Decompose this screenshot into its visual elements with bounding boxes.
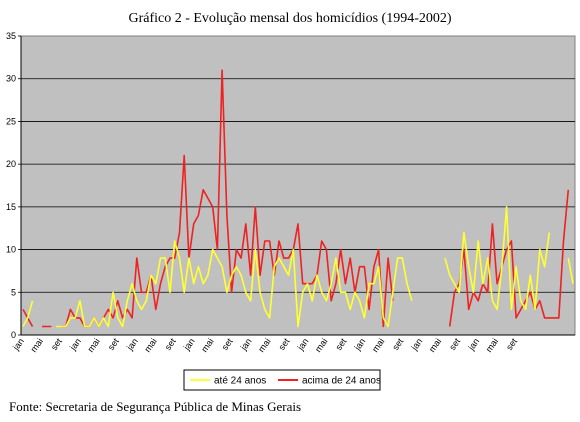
legend-label: acima de 24 anos xyxy=(302,376,381,387)
series-line-ate-24-anos xyxy=(22,206,574,328)
y-tick-label: 0 xyxy=(11,330,16,340)
x-tick-label: jan xyxy=(181,336,197,352)
legend: até 24 anos acima de 24 anos xyxy=(183,369,381,391)
x-tick-label: set xyxy=(504,336,519,352)
x-tick-label: mai xyxy=(484,336,501,354)
x-tick-label: set xyxy=(106,336,121,352)
x-tick-label: jan xyxy=(409,336,425,352)
x-tick-label: set xyxy=(276,336,291,352)
x-tick-label: jan xyxy=(466,336,482,352)
x-tick-label: set xyxy=(390,336,405,352)
x-tick-label: jan xyxy=(295,336,311,352)
x-tick-label: jan xyxy=(124,336,140,352)
x-tick-label: mai xyxy=(313,336,330,354)
x-tick-label: mai xyxy=(29,336,46,354)
y-tick-label: 5 xyxy=(11,287,16,297)
x-tick-label: mai xyxy=(370,336,387,354)
x-tick-label: jan xyxy=(67,336,83,352)
y-tick-label: 25 xyxy=(6,116,16,126)
x-axis: jan mai set jan mai set jan mai set jan mai set jan m… xyxy=(10,336,519,354)
y-tick-label: 15 xyxy=(6,202,16,212)
x-tick-label: jan xyxy=(238,336,254,352)
y-tick-label: 10 xyxy=(6,245,16,255)
x-tick-label: jan xyxy=(352,336,368,352)
x-tick-label: mai xyxy=(427,336,444,354)
x-tick-label: set xyxy=(447,336,462,352)
y-tick-label: 35 xyxy=(6,31,16,41)
x-tick-label: mai xyxy=(199,336,216,354)
series-layer xyxy=(22,69,574,328)
y-axis: 0 5 10 15 20 25 30 35 xyxy=(6,31,575,340)
x-tick-label: set xyxy=(163,336,178,352)
x-tick-label: set xyxy=(333,336,348,352)
source-note: Fonte: Secretaria de Segurança Pública d… xyxy=(9,399,302,414)
chart-title: Gráfico 2 - Evolução mensal dos homicídi… xyxy=(128,11,451,26)
x-tick-label: mai xyxy=(142,336,159,354)
chart: Gráfico 2 - Evolução mensal dos homicídi… xyxy=(6,11,576,391)
x-tick-label: set xyxy=(49,336,64,352)
legend-label: até 24 anos xyxy=(214,376,266,387)
y-tick-label: 20 xyxy=(6,159,16,169)
x-tick-label: mai xyxy=(85,336,102,354)
x-tick-label: set xyxy=(220,336,235,352)
y-tick-label: 30 xyxy=(6,74,16,84)
x-tick-label: mai xyxy=(256,336,273,354)
